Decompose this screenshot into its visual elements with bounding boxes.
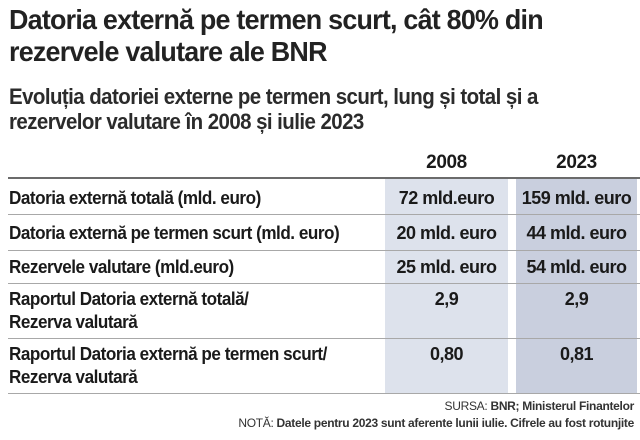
cell-reserves-2008: 25 mld. euro (396, 257, 497, 277)
cell-total-debt-2008: 72 mld.euro (398, 188, 495, 208)
note-line: NOTĂ: Datele pentru 2023 sunt aferente l… (238, 416, 634, 430)
row-label-ratio-short-line2: Rezerva valutară (9, 367, 138, 387)
column-header-2008: 2008 (426, 152, 467, 173)
source-prefix: SURSA: (444, 399, 491, 413)
row-divider (8, 214, 640, 215)
cell-reserves-2023: 54 mld. euro (526, 257, 627, 277)
source-text: BNR; Ministerul Finantelor (490, 399, 634, 413)
row-label-total-debt: Datoria externă totală (mld. euro) (9, 188, 261, 208)
note-text: Datele pentru 2023 sunt aferente lunii i… (276, 416, 635, 430)
column-header-2023: 2023 (556, 152, 597, 173)
table-top-rule (8, 177, 640, 179)
row-label-ratio-total-line1: Raportul Datoria externă totală/ (9, 289, 249, 309)
row-label-ratio-short-line1: Raportul Datoria externă pe termen scurt… (9, 344, 327, 364)
cell-ratio-short-2008: 0,80 (429, 344, 464, 364)
cell-ratio-short-2023: 0,81 (559, 344, 594, 364)
row-label-ratio-total-line2: Rezerva valutară (9, 312, 138, 332)
column-background-2008 (385, 177, 508, 394)
cell-ratio-total-2023: 2,9 (564, 289, 589, 309)
cell-short-term-debt-2023: 44 mld. euro (526, 223, 627, 243)
cell-short-term-debt-2008: 20 mld. euro (396, 223, 497, 243)
table-bottom-rule (8, 393, 640, 394)
row-divider (8, 250, 640, 251)
row-divider (8, 338, 640, 339)
row-label-reserves: Rezervele valutare (mld.euro) (9, 257, 234, 277)
note-prefix: NOTĂ: (238, 416, 277, 430)
chart-subtitle: Evoluția datoriei externe pe termen scur… (9, 84, 538, 134)
column-background-2023 (516, 177, 637, 394)
row-divider (8, 283, 640, 284)
chart-title: Datoria externă pe termen scurt, cât 80%… (9, 4, 544, 67)
cell-ratio-total-2008: 2,9 (434, 289, 459, 309)
source-line: SURSA: BNR; Ministerul Finantelor (444, 399, 635, 413)
row-label-short-term-debt: Datoria externă pe termen scurt (mld. eu… (9, 223, 340, 243)
cell-total-debt-2023: 159 mld. euro (521, 188, 632, 208)
